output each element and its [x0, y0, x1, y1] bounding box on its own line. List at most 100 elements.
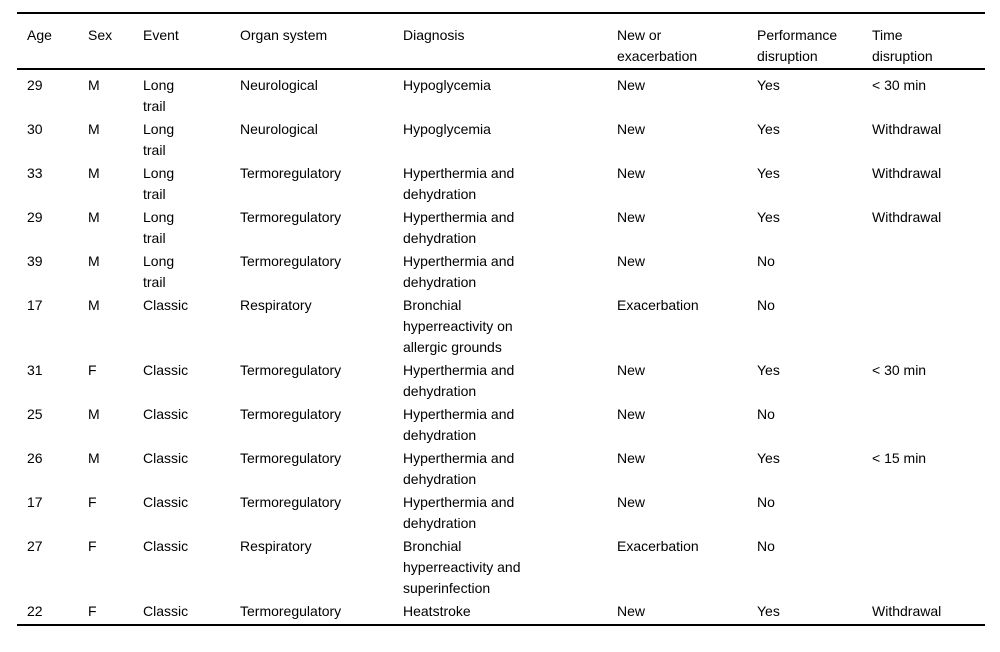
cell-new-or-exacerbation: New [617, 494, 646, 510]
cell-sex: F [88, 538, 97, 554]
case-table: Age Sex Event Organ system Diagnosis New… [17, 12, 985, 626]
table-row: 30 M Long trail Neurological Hypoglycemia New… [17, 119, 985, 163]
cell-new-or-exacerbation: New [617, 165, 646, 181]
cell-sex: M [88, 121, 100, 137]
cell-event: Long trail [143, 77, 175, 114]
cell-performance-disruption: Yes [757, 450, 780, 466]
cell-event: Classic [143, 494, 189, 510]
col-header-event: Event [143, 27, 179, 43]
col-header-time-disruption: Time disruption [872, 27, 933, 64]
cell-event: Long trail [143, 121, 175, 158]
cell-performance-disruption: No [757, 406, 775, 422]
table-row: 39 M Long trail Termoregulatory Hyperthermia… [17, 251, 985, 295]
cell-organ-system: Respiratory [240, 538, 312, 554]
table-row: 25 M Classic Termoregulatory Hyperthermia an… [17, 404, 985, 448]
cell-new-or-exacerbation: New [617, 362, 646, 378]
cell-performance-disruption: Yes [757, 362, 780, 378]
cell-performance-disruption: No [757, 253, 775, 269]
cell-sex: M [88, 406, 100, 422]
cell-event: Classic [143, 603, 189, 619]
table-row: 29 M Long trail Termoregulatory Hyperthermia… [17, 207, 985, 251]
cell-new-or-exacerbation: New [617, 450, 646, 466]
cell-event: Long trail [143, 253, 175, 290]
cell-sex: M [88, 450, 100, 466]
col-header-performance-disruption: Performance disruption [757, 27, 838, 64]
table-header-row: Age Sex Event Organ system Diagnosis New… [17, 13, 985, 69]
cell-time-disruption: < 15 min [872, 450, 927, 466]
cell-sex: F [88, 494, 97, 510]
cell-organ-system: Termoregulatory [240, 450, 342, 466]
table-row: 27 F Classic Respiratory Bronchial hyperreac… [17, 536, 985, 601]
cell-age: 27 [27, 538, 43, 554]
cell-sex: M [88, 253, 100, 269]
cell-sex: M [88, 77, 100, 93]
cell-diagnosis: Hyperthermia and dehydration [403, 253, 515, 290]
cell-diagnosis: Heatstroke [403, 603, 471, 619]
cell-diagnosis: Hypoglycemia [403, 121, 491, 137]
cell-performance-disruption: Yes [757, 77, 780, 93]
cell-sex: M [88, 209, 100, 225]
cell-diagnosis: Hyperthermia and dehydration [403, 494, 515, 531]
cell-event: Classic [143, 538, 189, 554]
cell-time-disruption [872, 251, 985, 295]
table-row: 33 M Long trail Termoregulatory Hyperthermia… [17, 163, 985, 207]
cell-diagnosis: Hyperthermia and dehydration [403, 209, 515, 246]
cell-new-or-exacerbation: New [617, 253, 646, 269]
cell-diagnosis: Hyperthermia and dehydration [403, 450, 515, 487]
cell-event: Classic [143, 406, 189, 422]
cell-performance-disruption: No [757, 297, 775, 313]
cell-new-or-exacerbation: New [617, 603, 646, 619]
cell-new-or-exacerbation: New [617, 121, 646, 137]
cell-time-disruption: Withdrawal [872, 165, 942, 181]
cell-performance-disruption: No [757, 494, 775, 510]
cell-age: 26 [27, 450, 43, 466]
table-row: 29 M Long trail Neurological Hypoglycemia New… [17, 69, 985, 119]
cell-diagnosis: Hypoglycemia [403, 77, 491, 93]
cell-diagnosis: Hyperthermia and dehydration [403, 406, 515, 443]
cell-sex: F [88, 362, 97, 378]
cell-sex: F [88, 603, 97, 619]
cell-organ-system: Termoregulatory [240, 494, 342, 510]
table-row: 22 F Classic Termoregulatory Heatstroke New Ye… [17, 601, 985, 625]
cell-age: 29 [27, 209, 43, 225]
cell-organ-system: Respiratory [240, 297, 312, 313]
cell-organ-system: Termoregulatory [240, 603, 342, 619]
table-row: 31 F Classic Termoregulatory Hyperthermia an… [17, 360, 985, 404]
col-header-organ-system: Organ system [240, 27, 328, 43]
cell-time-disruption [872, 536, 985, 601]
cell-organ-system: Termoregulatory [240, 165, 342, 181]
cell-sex: M [88, 165, 100, 181]
cell-age: 17 [27, 494, 43, 510]
cell-time-disruption [872, 404, 985, 448]
cell-time-disruption: Withdrawal [872, 209, 942, 225]
cell-diagnosis: Hyperthermia and dehydration [403, 165, 515, 202]
cell-age: 22 [27, 603, 43, 619]
cell-diagnosis: Hyperthermia and dehydration [403, 362, 515, 399]
cell-organ-system: Neurological [240, 121, 318, 137]
cell-time-disruption: Withdrawal [872, 603, 942, 619]
cell-performance-disruption: Yes [757, 121, 780, 137]
cell-age: 39 [27, 253, 43, 269]
cell-event: Long trail [143, 165, 175, 202]
cell-event: Classic [143, 297, 189, 313]
cell-age: 17 [27, 297, 43, 313]
table-body: 29 M Long trail Neurological Hypoglycemia New… [17, 69, 985, 625]
col-header-new-or-exacerbation: New or exacerbation [617, 27, 698, 64]
cell-age: 25 [27, 406, 43, 422]
cell-sex: M [88, 297, 100, 313]
cell-time-disruption: < 30 min [872, 362, 927, 378]
cell-age: 29 [27, 77, 43, 93]
cell-organ-system: Termoregulatory [240, 406, 342, 422]
cell-organ-system: Termoregulatory [240, 253, 342, 269]
cell-event: Classic [143, 450, 189, 466]
cell-new-or-exacerbation: Exacerbation [617, 538, 699, 554]
cell-new-or-exacerbation: New [617, 77, 646, 93]
cell-event: Classic [143, 362, 189, 378]
cell-new-or-exacerbation: Exacerbation [617, 297, 699, 313]
cell-organ-system: Neurological [240, 77, 318, 93]
cell-event: Long trail [143, 209, 175, 246]
table-row: 26 M Classic Termoregulatory Hyperthermia an… [17, 448, 985, 492]
cell-performance-disruption: Yes [757, 209, 780, 225]
cell-diagnosis: Bronchial hyperreactivity on allergic gr… [403, 297, 513, 355]
cell-age: 30 [27, 121, 43, 137]
